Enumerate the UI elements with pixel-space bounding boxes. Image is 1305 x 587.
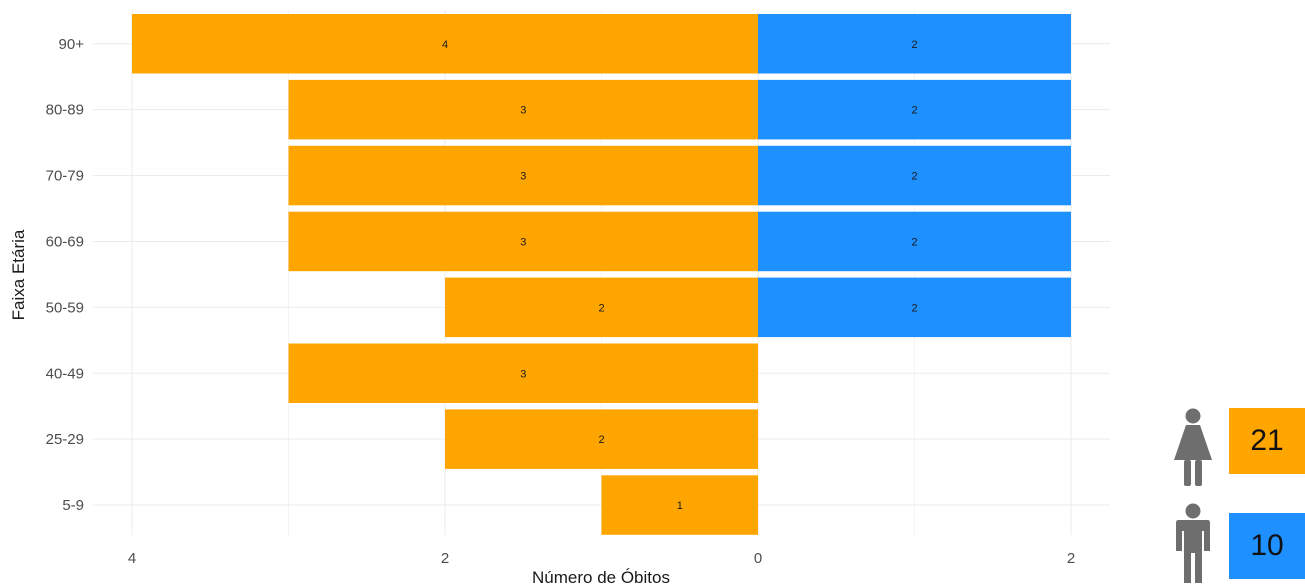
bar-value-label: 3 <box>520 105 526 117</box>
y-tick-label: 90+ <box>59 36 85 53</box>
bar-value-label: 2 <box>598 302 604 314</box>
female-total-value: 21 <box>1250 424 1284 457</box>
x-tick-label: 4 <box>128 550 136 567</box>
bar-value-label: 4 <box>442 39 448 51</box>
bar-value-label: 2 <box>911 105 917 117</box>
bar <box>445 409 758 469</box>
bar-value-label: 2 <box>911 39 917 51</box>
bar-value-label: 2 <box>911 302 917 314</box>
x-tick-label: 2 <box>1067 550 1075 567</box>
bar <box>758 277 1071 338</box>
bar <box>288 79 758 140</box>
bar <box>601 475 758 535</box>
bar-labels: 4 2 3 2 3 2 3 2 2 2 3 2 1 <box>442 39 918 512</box>
y-tick-label: 70-79 <box>46 168 84 185</box>
bar <box>758 145 1071 206</box>
bar-value-label: 3 <box>520 368 526 380</box>
y-axis-title: Faixa Etária <box>9 229 28 320</box>
bar <box>288 343 758 403</box>
y-tick-label: 80-89 <box>46 102 84 119</box>
x-tick-label: 0 <box>754 550 762 567</box>
y-tick-label: 25-29 <box>46 431 84 448</box>
bar <box>758 79 1071 140</box>
bar <box>445 277 758 338</box>
x-axis-title: Número de Óbitos <box>532 568 670 587</box>
bar-value-label: 1 <box>677 500 683 512</box>
bar-value-label: 3 <box>520 236 526 248</box>
female-person-icon <box>1174 408 1212 486</box>
male-person-icon <box>1176 503 1210 583</box>
bar <box>288 145 758 206</box>
male-total-value: 10 <box>1250 529 1284 562</box>
bar-value-label: 2 <box>598 434 604 446</box>
bar-value-label: 2 <box>911 236 917 248</box>
y-tick-labels: 90+ 80-89 70-79 60-69 50-59 40-49 25-29 5-9 <box>46 36 85 514</box>
bar <box>758 14 1071 74</box>
bar <box>132 14 758 74</box>
y-tick-label: 50-59 <box>46 299 84 316</box>
y-tick-label: 40-49 <box>46 365 84 382</box>
bar-value-label: 2 <box>911 171 917 183</box>
male-total-box: 10 <box>1229 513 1305 579</box>
y-tick-label: 5-9 <box>62 497 84 514</box>
x-tick-labels: 4 2 0 2 <box>128 550 1075 567</box>
y-tick-label: 60-69 <box>46 233 84 250</box>
bars <box>132 14 1071 535</box>
bar <box>758 211 1071 272</box>
bar <box>288 211 758 272</box>
x-tick-label: 2 <box>441 550 449 567</box>
bar-value-label: 3 <box>520 171 526 183</box>
female-total-box: 21 <box>1229 408 1305 474</box>
